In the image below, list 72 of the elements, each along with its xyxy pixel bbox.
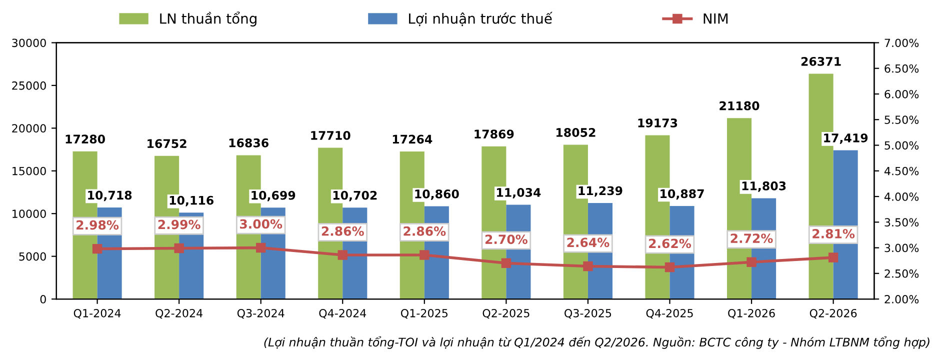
y2-tick-label: 5.00% <box>884 141 919 150</box>
x-tick-label: Q1-2026 <box>728 308 775 319</box>
data-label: 17280 <box>66 134 105 144</box>
y-tick-label: 15000 <box>12 166 46 176</box>
y2-tick-label: 6.00% <box>884 90 919 98</box>
data-label: 17710 <box>311 130 350 140</box>
data-label: 11,803 <box>742 181 786 192</box>
y-tick-label: 10000 <box>12 210 46 218</box>
data-label: 10,887 <box>660 189 704 200</box>
data-label: 2.62% <box>649 238 692 248</box>
point <box>174 243 184 254</box>
y2-tick-label: 4.50% <box>884 166 919 176</box>
data-label: 2.99% <box>158 220 200 230</box>
y2-tick-label: 3.00% <box>884 244 919 252</box>
data-label: 21180 <box>720 101 760 110</box>
x-tick-label: Q4-2025 <box>646 308 693 319</box>
data-label: 19173 <box>638 118 678 128</box>
data-label: 10,718 <box>88 190 132 202</box>
legend-label: LN thuần tổng <box>160 12 256 26</box>
data-label: 17,419 <box>824 133 868 144</box>
x-tick-label: Q2-2024 <box>156 308 202 319</box>
point <box>583 261 593 272</box>
data-label: 2.86% <box>322 226 364 236</box>
legend-label: Lợi nhuận trước thuế <box>409 12 552 26</box>
x-tick-label: Q3-2024 <box>237 308 284 319</box>
point <box>338 250 348 260</box>
x-tick-label: Q1-2024 <box>74 308 121 319</box>
point <box>746 257 756 267</box>
text: (Lợi nhuận thuần tổng-TOI và lợi nhuận từ Q1/2024 đến Q2/2026. Nguồn: BCTC công ty - Nhóm LTBNM tổng hợp) <box>264 336 930 349</box>
data-label: 17264 <box>392 134 432 144</box>
x-tick-label: Q4-2024 <box>319 308 366 319</box>
data-label: 2.86% <box>404 226 446 236</box>
x-tick-label: Q2-2026 <box>810 308 857 319</box>
point <box>92 244 102 254</box>
y2-tick-label: 5.50% <box>884 116 919 124</box>
data-label: 2.72% <box>730 234 773 244</box>
point <box>256 242 266 253</box>
data-label: 17869 <box>474 130 514 139</box>
y-tick-label: 5000 <box>19 252 46 261</box>
data-label: 2.81% <box>812 228 855 238</box>
y-tick-label: 0 <box>40 295 46 304</box>
y2-tick-label: 2.50% <box>884 269 919 278</box>
y-tick-label: 25000 <box>12 81 46 90</box>
data-label: 10,702 <box>333 190 377 202</box>
data-label: 16836 <box>229 138 268 148</box>
data-label: 10,860 <box>415 189 459 200</box>
y2-tick-label: 4.00% <box>884 192 919 201</box>
data-label: 11,239 <box>578 186 622 197</box>
data-label: 18052 <box>556 128 596 137</box>
x-tick-label: Q1-2025 <box>400 308 448 319</box>
y2-tick-label: 3.50% <box>884 218 919 227</box>
y2-tick-label: 2.00% <box>884 295 919 304</box>
y-tick-label: 20000 <box>12 124 46 133</box>
data-label: 26371 <box>801 56 841 66</box>
y2-tick-label: 7.00% <box>884 38 919 48</box>
data-label: 2.64% <box>567 238 610 248</box>
data-label: 16752 <box>148 139 186 148</box>
data-label: 10,116 <box>170 196 214 206</box>
point <box>501 258 512 268</box>
legend-label: NIM <box>704 13 728 24</box>
data-label: 11,034 <box>497 188 541 198</box>
y2-tick-label: 6.50% <box>884 64 919 73</box>
data-label: 3.00% <box>240 219 282 229</box>
data-label: 2.70% <box>485 234 528 244</box>
y-tick-label: 30000 <box>12 38 46 48</box>
point <box>828 252 838 262</box>
point <box>664 262 675 272</box>
x-tick-label: Q3-2025 <box>564 308 612 319</box>
x-tick-label: Q2-2025 <box>482 308 530 319</box>
point <box>420 250 430 260</box>
data-label: 2.98% <box>76 220 119 230</box>
data-label: 10,699 <box>252 190 296 202</box>
